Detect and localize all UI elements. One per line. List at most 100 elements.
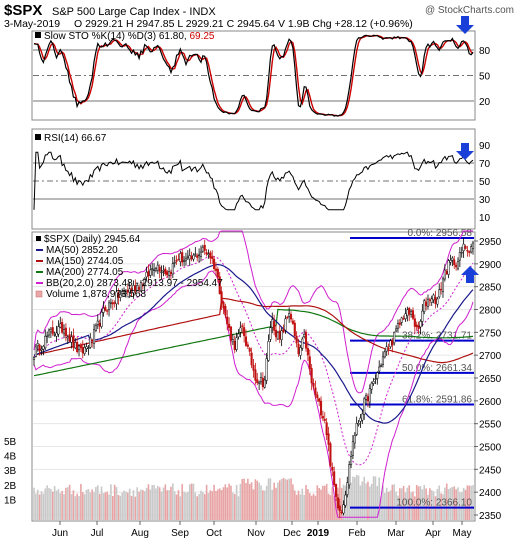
rsi-grid xyxy=(33,162,474,200)
sto-legend-d: 69.25 xyxy=(189,31,214,42)
price-bar-body xyxy=(440,288,443,291)
price-bar-body xyxy=(291,320,294,324)
volume-bar xyxy=(177,490,180,520)
price-bar-body xyxy=(179,253,182,262)
price-bar-body xyxy=(449,259,452,263)
price-bar-body xyxy=(171,263,174,275)
volume-bar xyxy=(217,489,219,520)
price-bar-body xyxy=(231,339,234,343)
volume-bar xyxy=(395,491,397,520)
volume-bar xyxy=(399,488,401,520)
volume-bar xyxy=(303,494,305,520)
price-bar-body xyxy=(246,344,249,347)
price-bar-body xyxy=(393,332,396,344)
price-bar-body xyxy=(466,250,469,252)
volume-bar xyxy=(188,484,191,520)
price-bar-body xyxy=(34,346,37,357)
price-bar-body xyxy=(53,334,56,336)
volume-bar xyxy=(235,485,238,520)
price-bar-body xyxy=(85,346,88,350)
volume-bar xyxy=(166,490,169,520)
price-bar-body xyxy=(402,318,405,320)
price-bar-body xyxy=(201,246,204,252)
volume-bar xyxy=(33,487,35,520)
price-bar-body xyxy=(94,325,97,331)
price-bar-body xyxy=(49,328,52,333)
quote-date: 3-May-2019 xyxy=(4,18,60,30)
price-bar-body xyxy=(455,264,458,268)
price-bar-body xyxy=(381,356,384,365)
fib-label: 38.2%: 2731.71 xyxy=(402,331,472,342)
price-bar-body xyxy=(98,322,101,327)
volume-bar xyxy=(412,491,414,520)
volume-bar xyxy=(181,484,184,520)
price-bar-body xyxy=(149,269,152,276)
volume-bar xyxy=(38,494,41,520)
price-bar-body xyxy=(453,259,456,266)
volume-bar xyxy=(290,478,292,520)
price-bar-body xyxy=(340,511,343,514)
volume-bar xyxy=(198,493,200,520)
volume-bar xyxy=(63,494,65,520)
price-bar-body xyxy=(218,276,221,294)
price-bar-body xyxy=(177,258,180,261)
volume-bar xyxy=(459,492,461,520)
bb-upper-line xyxy=(33,230,473,394)
price-tick-label: 2600 xyxy=(479,397,502,408)
volume-bar xyxy=(74,496,77,520)
volume-bar xyxy=(359,485,362,520)
sto-tick-label: 80 xyxy=(479,46,491,57)
price-bar-body xyxy=(68,334,71,342)
volume-bar xyxy=(372,476,375,520)
volume-bar xyxy=(365,483,367,520)
price-bar-body xyxy=(353,435,356,444)
price-bar-body xyxy=(145,271,148,278)
volume-bar xyxy=(273,482,275,520)
volume-bar xyxy=(59,493,62,520)
price-bar-body xyxy=(59,323,62,328)
price-bar-body xyxy=(398,322,401,325)
volume-bar xyxy=(211,491,214,520)
volume-bar xyxy=(187,491,189,520)
price-bar-body xyxy=(357,423,360,425)
sto-legend: Slow STO %K(14) %D(3) 61.80, 69.25 xyxy=(35,31,215,42)
volume-bar xyxy=(66,487,69,520)
volume-bar xyxy=(382,485,384,520)
price-tick-label: 2550 xyxy=(479,420,502,431)
volume-bar xyxy=(460,492,463,520)
fib-label: 61.8%: 2591.86 xyxy=(402,395,472,406)
price-bar-body xyxy=(350,456,353,465)
volume-bar xyxy=(307,489,309,520)
price-bar-body xyxy=(321,416,324,419)
price-bar-body xyxy=(183,260,186,262)
price-bar-body xyxy=(314,387,317,396)
price-bar-body xyxy=(79,345,82,349)
volume-bar xyxy=(237,496,240,520)
volume-bar xyxy=(470,485,472,520)
volume-bar xyxy=(348,481,350,520)
price-bar-body xyxy=(334,484,338,497)
volume-bar xyxy=(260,485,262,520)
volume-bar xyxy=(53,486,56,520)
price-bar-body xyxy=(91,339,94,342)
volume-bar xyxy=(158,487,161,520)
volume-bar xyxy=(357,475,360,520)
volume-bar xyxy=(119,495,122,520)
price-bar-body xyxy=(443,269,446,280)
price-bar-body xyxy=(194,253,197,255)
volume-tick-label: 2B xyxy=(4,481,17,492)
ma150-line xyxy=(33,297,474,364)
price-bar-body xyxy=(44,335,47,349)
volume-bar xyxy=(384,492,386,520)
price-bar-body xyxy=(87,347,90,349)
volume-bar xyxy=(145,488,148,520)
volume-bar xyxy=(457,487,459,520)
volume-bar xyxy=(183,491,185,520)
volume-bar xyxy=(113,484,116,520)
price-bar-body xyxy=(348,464,351,486)
volume-bar xyxy=(213,484,215,520)
price-bar-body xyxy=(395,328,398,332)
price-bar-body xyxy=(109,301,112,304)
volume-bar xyxy=(350,482,352,520)
price-bar-body xyxy=(464,246,467,249)
